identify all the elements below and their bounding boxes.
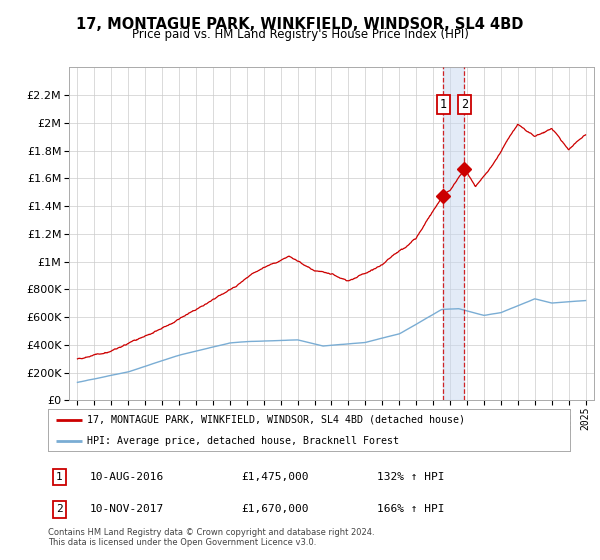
Bar <box>443 67 464 400</box>
Text: 1: 1 <box>56 472 63 482</box>
Text: 10-AUG-2016: 10-AUG-2016 <box>90 472 164 482</box>
Text: 166% ↑ HPI: 166% ↑ HPI <box>377 505 445 515</box>
Text: 17, MONTAGUE PARK, WINKFIELD, WINDSOR, SL4 4BD: 17, MONTAGUE PARK, WINKFIELD, WINDSOR, S… <box>76 17 524 32</box>
Text: 132% ↑ HPI: 132% ↑ HPI <box>377 472 445 482</box>
Text: HPI: Average price, detached house, Bracknell Forest: HPI: Average price, detached house, Brac… <box>87 436 399 446</box>
Text: Contains HM Land Registry data © Crown copyright and database right 2024.
This d: Contains HM Land Registry data © Crown c… <box>48 528 374 547</box>
Text: 2: 2 <box>56 505 63 515</box>
Text: 17, MONTAGUE PARK, WINKFIELD, WINDSOR, SL4 4BD (detached house): 17, MONTAGUE PARK, WINKFIELD, WINDSOR, S… <box>87 415 465 424</box>
Text: 10-NOV-2017: 10-NOV-2017 <box>90 505 164 515</box>
Text: £1,475,000: £1,475,000 <box>241 472 308 482</box>
Text: Price paid vs. HM Land Registry's House Price Index (HPI): Price paid vs. HM Land Registry's House … <box>131 28 469 41</box>
Text: 1: 1 <box>440 98 447 111</box>
Text: 2: 2 <box>461 98 468 111</box>
Text: £1,670,000: £1,670,000 <box>241 505 308 515</box>
